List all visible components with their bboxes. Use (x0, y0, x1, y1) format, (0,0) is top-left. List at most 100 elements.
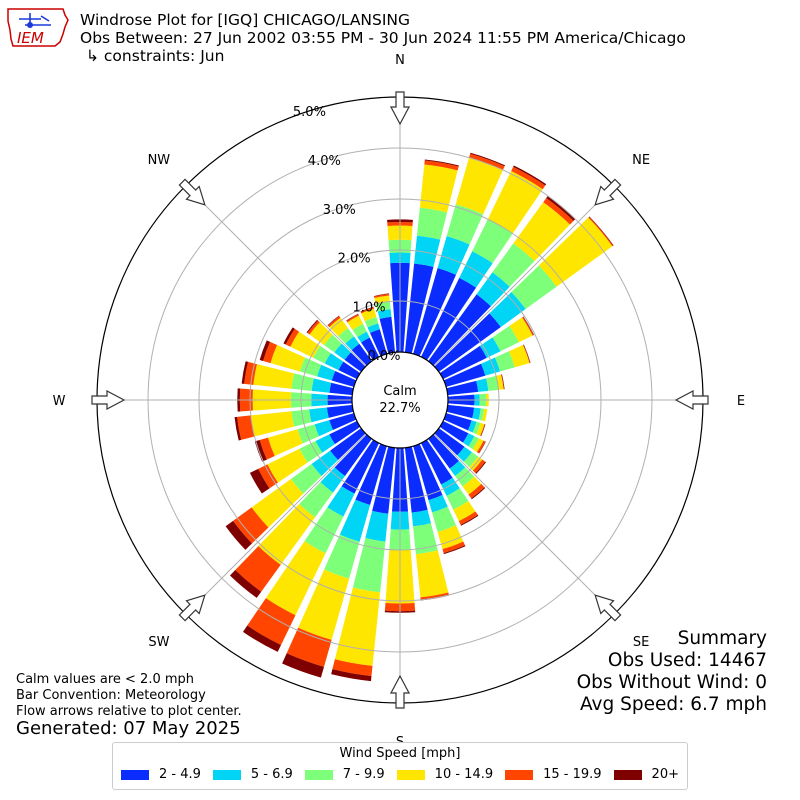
compass-label-nw: NW (148, 153, 171, 168)
bar-segment (369, 329, 387, 357)
bar-segment (500, 374, 505, 390)
bar-segment (472, 459, 486, 474)
logo-text: IEM (17, 29, 44, 47)
bar-segment (365, 510, 389, 542)
iowa-map-icon: IEM (7, 8, 69, 47)
bar-segment (476, 378, 489, 392)
compass-label-w: W (53, 394, 66, 409)
bar-segment (304, 507, 344, 554)
bar-segment (476, 422, 485, 436)
bar-segment (334, 343, 351, 360)
bar-segment (472, 219, 513, 264)
bar-segment (439, 345, 487, 380)
bar-segment (511, 265, 557, 310)
bar-segment (479, 337, 501, 358)
bar-segment (326, 404, 354, 418)
flow-arrow-icon (594, 594, 622, 622)
bar-segment (334, 434, 372, 477)
bar-segment (330, 428, 366, 461)
bar-segment (233, 507, 269, 544)
bar-segment (413, 523, 438, 555)
flow-arrow-icon (390, 674, 410, 709)
chart-constraints: ↳ constraints: Jun (86, 47, 225, 65)
calm-value: 22.7% (379, 401, 420, 416)
bar-segment (472, 438, 484, 453)
bar-segment (428, 294, 491, 366)
bar-segment (496, 374, 504, 390)
bar-segment (225, 520, 252, 550)
bar-segment (509, 317, 533, 343)
bar-segment (414, 235, 441, 267)
bar-segment (478, 408, 485, 421)
legend-label: 2 - 4.9 (159, 767, 201, 782)
bar-segment (267, 448, 308, 483)
bar-segment (538, 217, 613, 287)
bar-segment (237, 415, 255, 440)
bar-segment (351, 343, 372, 366)
bar-segment (489, 292, 526, 327)
legend-item: 20+ (613, 767, 679, 782)
bar-segment (455, 157, 503, 215)
bar-segment (367, 323, 380, 333)
flow-arrow-icon (390, 91, 410, 126)
bar-segment (317, 364, 336, 381)
legend-label: 5 - 6.9 (250, 767, 293, 782)
legend-item: 7 - 9.9 (304, 767, 385, 782)
bar-segment (522, 344, 531, 364)
bar-segment (311, 378, 332, 393)
bar-segment (329, 420, 361, 445)
bar-segment (446, 380, 479, 396)
legend-item: 15 - 19.9 (505, 767, 602, 782)
bar-segment (309, 322, 333, 345)
bar-segment (346, 313, 359, 321)
bar-segment (324, 534, 360, 579)
bar-segment (416, 207, 448, 240)
bar-segment (329, 317, 348, 337)
bar-segment (476, 272, 510, 307)
bar-segment (471, 487, 486, 500)
bar-segment (478, 441, 486, 454)
legend-item: 10 - 14.9 (396, 767, 493, 782)
radial-tick-label: 4.0% (308, 154, 341, 169)
bar-segment (249, 468, 270, 494)
flow-arrow-icon (594, 178, 622, 206)
bar-segment (299, 441, 323, 463)
legend-swatch (613, 769, 642, 780)
bar-segment (329, 382, 354, 396)
legend-item: 5 - 6.9 (212, 767, 293, 782)
bar-segment (492, 243, 535, 287)
legend-label: 15 - 19.9 (543, 767, 602, 782)
bar-segment (420, 439, 453, 485)
bar-segment (432, 506, 457, 532)
flow-arrow-icon (178, 594, 206, 622)
grid-spoke (433, 433, 615, 615)
bar-segment (360, 307, 374, 314)
bar-segment (327, 486, 355, 517)
bar-segment (437, 236, 470, 275)
compass-label-e: E (737, 394, 745, 409)
bar-segment (446, 488, 469, 510)
radial-tick-label: 0.0% (367, 349, 400, 364)
notes-block: Calm values are < 2.0 mph Bar Convention… (16, 672, 242, 720)
radial-tick-label: 3.0% (323, 203, 356, 218)
bar-segment (320, 467, 345, 493)
bar-segment (419, 164, 458, 213)
bar-segment (476, 440, 486, 454)
bar-segment (345, 336, 360, 351)
bar-segment (258, 504, 316, 565)
bar-segment (424, 160, 459, 171)
flow-arrow-icon (178, 178, 206, 206)
bar-segment (472, 407, 481, 420)
bar-segment (522, 316, 535, 336)
bar-segment (235, 546, 281, 592)
legend-swatch (304, 769, 333, 780)
calm-circle (351, 351, 449, 449)
bar-segment (344, 352, 366, 372)
summary-heading: Summary (677, 628, 767, 649)
legend: Wind Speed [mph] 2 - 4.9 5 - 6.9 7 - 9.9 10… (112, 742, 688, 790)
legend-swatch (396, 769, 425, 780)
bar-segment (339, 499, 371, 542)
flow-note: Flow arrows relative to plot center. (16, 704, 242, 719)
bar-segment (329, 413, 357, 431)
legend-swatch (121, 769, 149, 780)
